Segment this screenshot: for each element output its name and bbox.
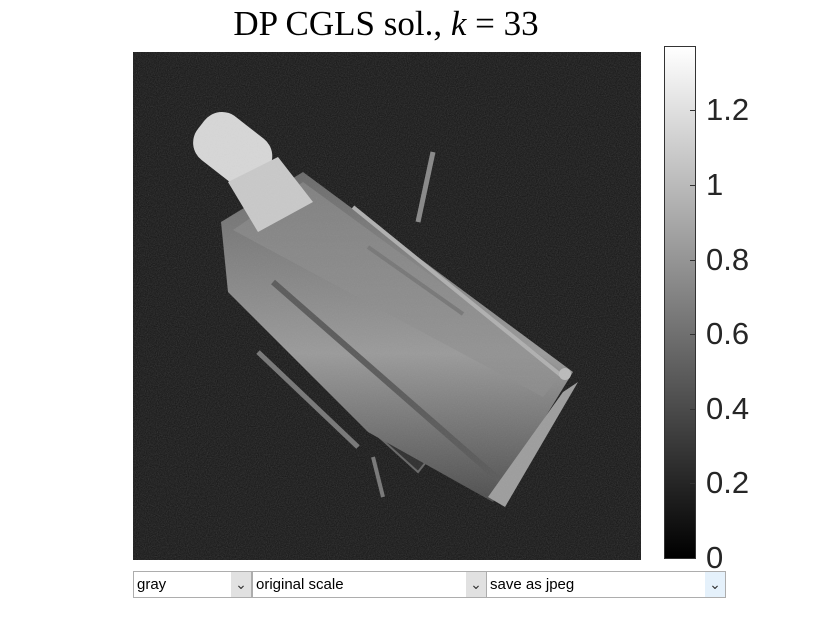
chevron-down-icon[interactable]: ⌄ [231,572,251,597]
save-select[interactable]: save as jpeg ⌄ [486,571,726,598]
save-select-value: save as jpeg [490,576,575,593]
colorbar-tick [690,185,696,186]
colorbar [664,46,696,559]
colorbar-tick-label: 0 [706,540,724,575]
reconstructed-image [133,52,641,560]
telescope-image [133,52,641,560]
colormap-select-value: gray [137,576,167,593]
colorbar-tick [690,558,696,559]
colorbar-tick [690,483,696,485]
colorbar-tick-label: 0.2 [706,465,750,501]
title-variable: k [450,4,467,43]
colorbar-tick [690,110,696,112]
colorbar-tick [690,259,696,261]
colorbar-tick-label: 0.8 [706,241,750,277]
colormap-select[interactable]: gray ⌄ [133,571,252,598]
colorbar-tick-label: 0.6 [706,316,750,352]
title-suffix: = 33 [466,4,539,43]
colorbar-tick [690,408,696,410]
colorbar-tick-label: 0.4 [706,390,750,426]
colorbar-gradient [664,46,696,559]
scale-select[interactable]: original scale ⌄ [252,571,487,598]
colorbar-tick-label: 1 [706,167,724,202]
scale-select-value: original scale [256,576,344,593]
colorbar-tick-label: 1.2 [706,92,750,128]
chevron-down-icon[interactable]: ⌄ [466,572,486,597]
title-prefix: DP CGLS sol., [233,4,451,43]
colorbar-tick [690,334,696,336]
plot-title: DP CGLS sol., k = 33 [130,4,642,44]
chevron-down-icon[interactable]: ⌄ [705,572,725,597]
